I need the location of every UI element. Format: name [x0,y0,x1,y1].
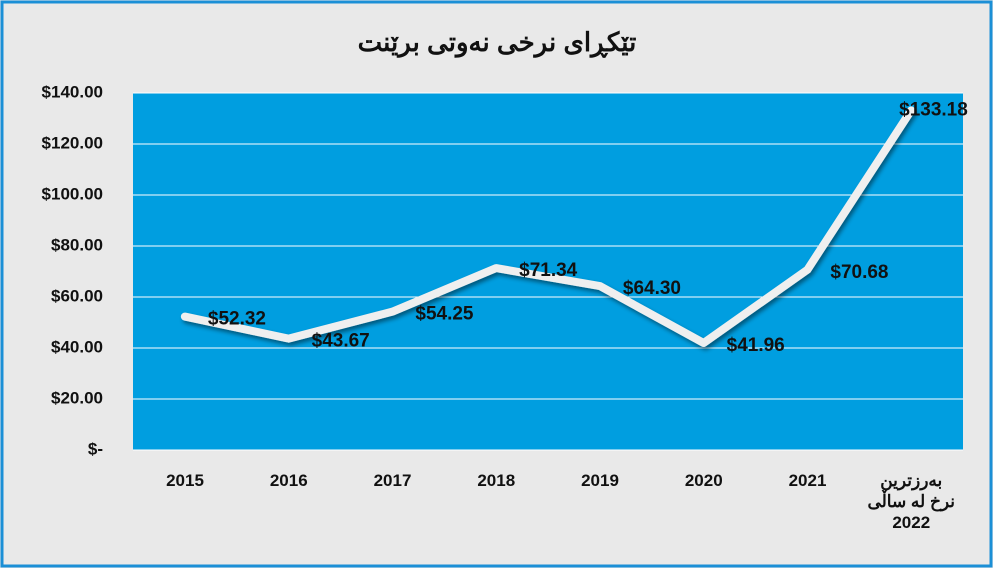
data-label: $71.34 [519,260,578,281]
chart-title: تێکڕای نرخی نەوتی برێنت [358,27,637,58]
y-tick-label: $140.00 [42,82,103,101]
data-label: $43.67 [312,331,370,352]
x-tick-label: 2020 [684,471,723,490]
x-tick-label: 2015 [166,471,204,490]
data-label: $70.68 [830,262,888,283]
y-tick-label: $60.00 [51,286,103,305]
y-tick-label: $40.00 [51,337,103,356]
data-label: $54.25 [415,304,474,325]
y-tick-label: $100.00 [42,184,103,203]
x-tick-label: 2016 [269,471,308,490]
x-tick-label: 2019 [581,471,619,490]
x-tick-label: 2021 [788,471,827,490]
y-tick-label: $20.00 [51,388,103,407]
line [180,106,916,348]
data-label: $41.96 [727,335,785,356]
x-tick-label: 2018 [477,471,516,490]
plot-area [133,93,963,450]
y-tick-label: $120.00 [42,133,103,152]
data-label: $52.32 [208,309,266,330]
y-tick-label: $- [88,439,103,458]
y-tick-label: $80.00 [51,235,103,254]
x-tick-label: بەرزترین نرخ لە ساڵی 2022 [867,471,956,532]
data-label: $64.30 [623,278,681,299]
x-tick-label: 2017 [373,471,412,490]
data-label: $133.18 [899,99,968,120]
